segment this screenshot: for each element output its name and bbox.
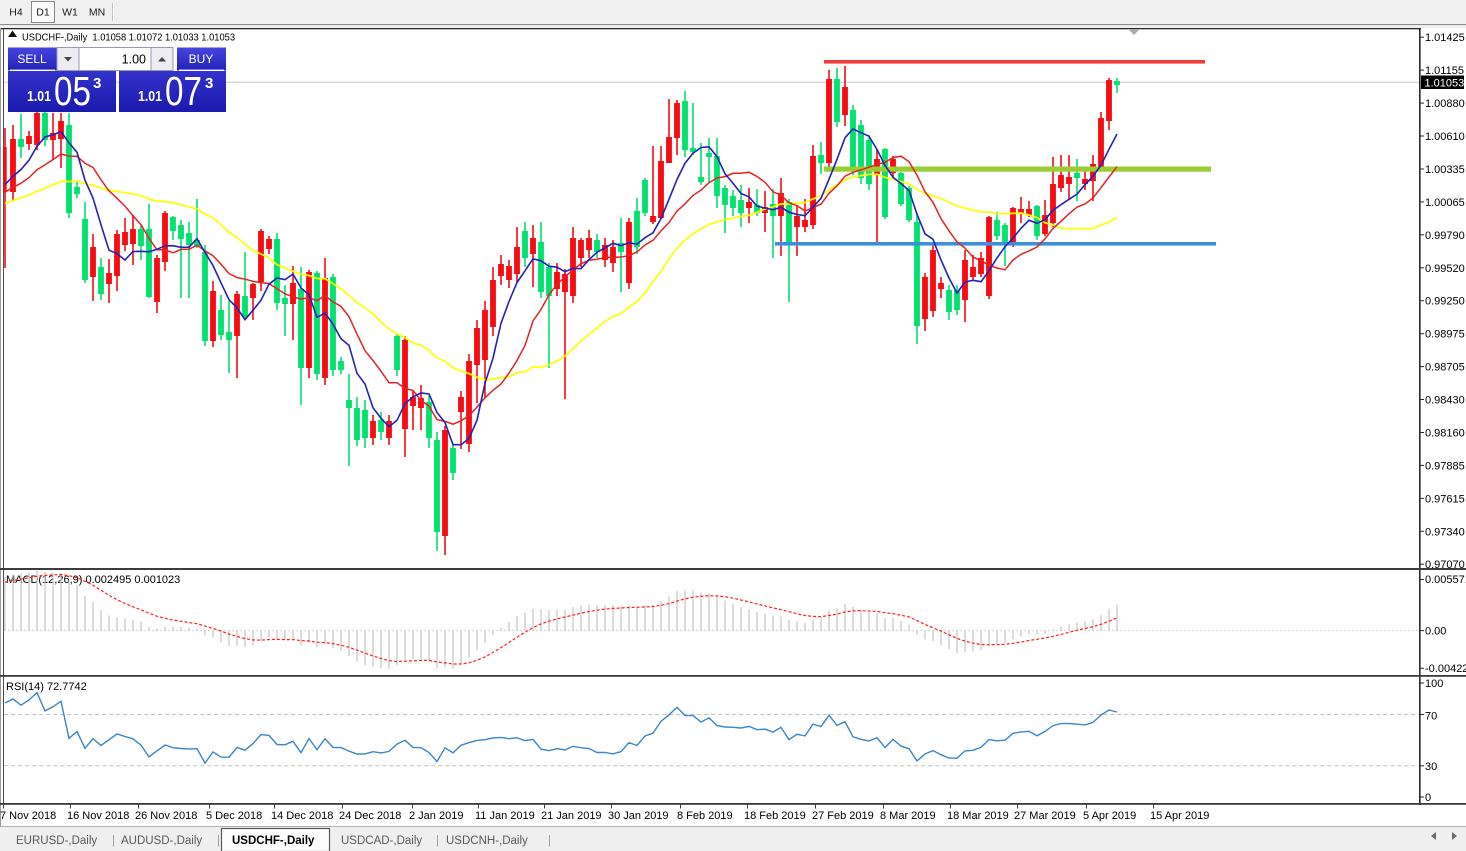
svg-text:|: | xyxy=(217,835,220,847)
svg-text:|: | xyxy=(112,835,115,847)
svg-text:1.01: 1.01 xyxy=(27,88,51,105)
svg-text:0.99250: 0.99250 xyxy=(1425,296,1465,308)
svg-text:0.00: 0.00 xyxy=(1425,626,1446,638)
svg-text:D1: D1 xyxy=(36,7,50,19)
svg-text:16 Nov 2018: 16 Nov 2018 xyxy=(67,810,129,822)
svg-text:7 Nov 2018: 7 Nov 2018 xyxy=(0,810,56,822)
svg-text:8 Feb 2019: 8 Feb 2019 xyxy=(677,810,733,822)
svg-text:18 Feb 2019: 18 Feb 2019 xyxy=(744,810,806,822)
svg-text:07: 07 xyxy=(165,68,202,114)
svg-text:30: 30 xyxy=(1425,761,1437,773)
svg-text:0.98430: 0.98430 xyxy=(1425,395,1465,407)
svg-text:18 Mar 2019: 18 Mar 2019 xyxy=(947,810,1009,822)
svg-text:1.01: 1.01 xyxy=(138,88,162,105)
svg-text:MN: MN xyxy=(89,7,105,19)
svg-text:8 Mar 2019: 8 Mar 2019 xyxy=(880,810,936,822)
svg-text:1.00065: 1.00065 xyxy=(1425,197,1465,209)
svg-text:5 Apr 2019: 5 Apr 2019 xyxy=(1083,810,1136,822)
svg-text:27 Mar 2019: 27 Mar 2019 xyxy=(1014,810,1076,822)
svg-text:USDCAD-,Daily: USDCAD-,Daily xyxy=(341,835,422,847)
svg-text:-0.004224: -0.004224 xyxy=(1425,663,1466,675)
svg-text:1.00880: 1.00880 xyxy=(1425,98,1465,110)
svg-text:0.98975: 0.98975 xyxy=(1425,329,1465,341)
svg-text:RSI(14) 72.7742: RSI(14) 72.7742 xyxy=(6,681,87,693)
svg-text:1.00335: 1.00335 xyxy=(1425,164,1465,176)
svg-text:0.99790: 0.99790 xyxy=(1425,230,1465,242)
svg-text:0.99520: 0.99520 xyxy=(1425,263,1465,275)
svg-text:H4: H4 xyxy=(9,7,23,19)
svg-text:11 Jan 2019: 11 Jan 2019 xyxy=(475,810,535,822)
svg-text:21 Jan 2019: 21 Jan 2019 xyxy=(541,810,602,822)
svg-text:3: 3 xyxy=(93,75,101,92)
svg-text:24 Dec 2018: 24 Dec 2018 xyxy=(339,810,401,822)
svg-text:0.98705: 0.98705 xyxy=(1425,362,1465,374)
svg-text:05: 05 xyxy=(54,68,91,114)
svg-text:2 Jan 2019: 2 Jan 2019 xyxy=(409,810,463,822)
svg-text:0.005571: 0.005571 xyxy=(1425,574,1466,586)
svg-text:1.00610: 1.00610 xyxy=(1425,131,1465,143)
svg-text:|: | xyxy=(548,835,551,847)
svg-text:14 Dec 2018: 14 Dec 2018 xyxy=(271,810,333,822)
svg-text:MACD(12,26,9) 0.002495 0.00102: MACD(12,26,9) 0.002495 0.001023 xyxy=(6,574,180,586)
svg-text:EURUSD-,Daily: EURUSD-,Daily xyxy=(16,835,97,847)
svg-text:USDCNH-,Daily: USDCNH-,Daily xyxy=(446,835,528,847)
svg-text:SELL: SELL xyxy=(17,52,47,66)
svg-text:15 Apr 2019: 15 Apr 2019 xyxy=(1150,810,1209,822)
svg-text:USDCHF-,Daily: USDCHF-,Daily xyxy=(232,835,315,847)
svg-text:1.01425: 1.01425 xyxy=(1425,32,1465,44)
svg-text:BUY: BUY xyxy=(189,52,214,66)
svg-text:3: 3 xyxy=(205,75,213,92)
svg-text:1.01053: 1.01053 xyxy=(1425,78,1465,90)
svg-text:USDCHF-,Daily 1.01058 1.01072: USDCHF-,Daily 1.01058 1.01072 1.01033 1.… xyxy=(22,32,235,44)
svg-text:0.97885: 0.97885 xyxy=(1425,460,1465,472)
svg-text:26 Nov 2018: 26 Nov 2018 xyxy=(135,810,197,822)
svg-text:|: | xyxy=(436,835,439,847)
svg-text:70: 70 xyxy=(1425,710,1437,722)
svg-text:5 Dec 2018: 5 Dec 2018 xyxy=(206,810,262,822)
svg-text:0: 0 xyxy=(1425,792,1431,804)
svg-text:0.97615: 0.97615 xyxy=(1425,493,1465,505)
svg-text:1.01155: 1.01155 xyxy=(1425,65,1464,77)
svg-text:30 Jan 2019: 30 Jan 2019 xyxy=(608,810,669,822)
svg-text:0.97340: 0.97340 xyxy=(1425,526,1465,538)
svg-text:W1: W1 xyxy=(62,7,78,19)
svg-text:1.00: 1.00 xyxy=(122,53,146,67)
svg-text:0.98160: 0.98160 xyxy=(1425,428,1465,440)
svg-text:27 Feb 2019: 27 Feb 2019 xyxy=(812,810,874,822)
svg-text:AUDUSD-,Daily: AUDUSD-,Daily xyxy=(121,835,202,847)
svg-text:100: 100 xyxy=(1425,678,1443,690)
